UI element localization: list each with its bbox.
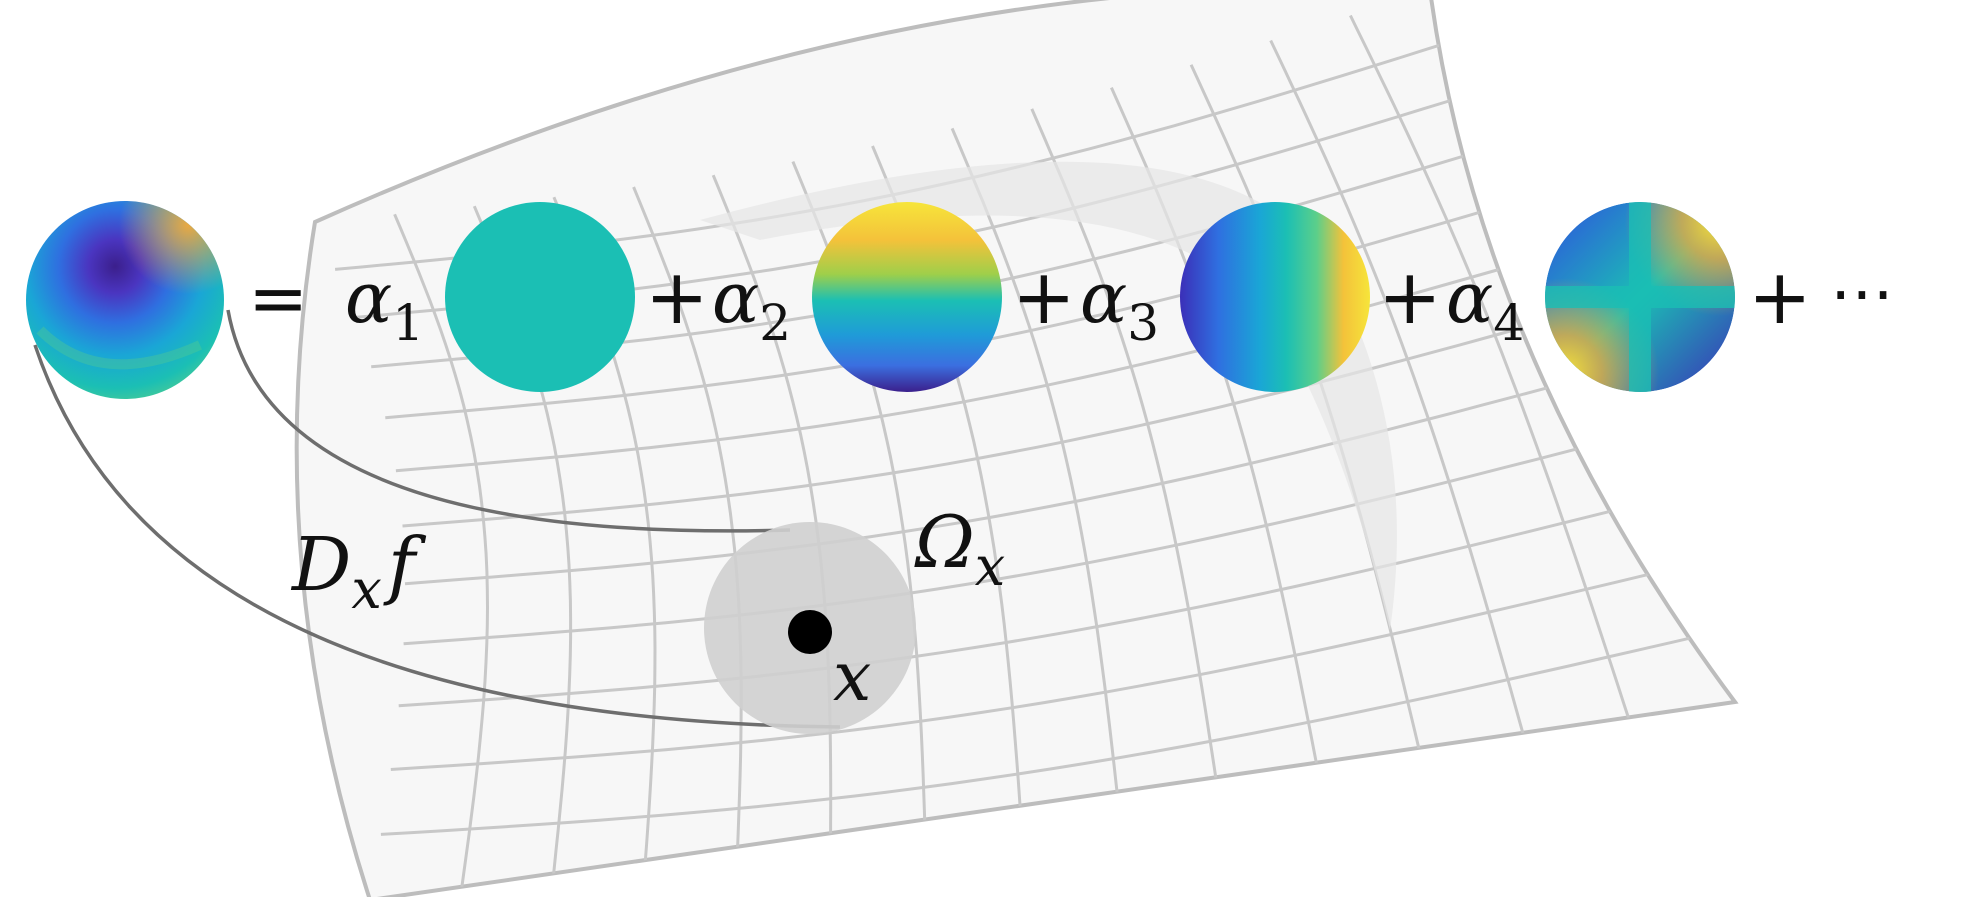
basis-constant [445, 202, 635, 392]
coefficient-alpha-2: α2 [712, 257, 791, 352]
equation: = α1 + α2 + α3 + α4 + ⋯ [248, 252, 1894, 352]
plus-sign-4: + [1378, 252, 1442, 341]
mesh-line [402, 309, 1583, 528]
mesh-line [403, 432, 1634, 646]
basis-horizontal-gradient [1180, 202, 1370, 392]
basis-vertical-gradient [812, 202, 1002, 392]
connector-upper [226, 309, 791, 533]
coefficient-alpha-4: α4 [1446, 257, 1525, 352]
connector-lower [33, 344, 841, 729]
plus-sign-5: + [1748, 252, 1812, 341]
coefficient-alpha-3: α3 [1080, 257, 1159, 352]
connector-curves [33, 309, 841, 729]
point-x-dot [788, 610, 832, 654]
coefficient-alpha-1: α1 [345, 257, 424, 352]
mesh-line [390, 564, 1685, 771]
equals-sign: = [248, 256, 308, 340]
mesh-line [380, 632, 1710, 836]
mesh-line [398, 497, 1660, 708]
label-derivative: Dxf [290, 522, 427, 621]
mesh-highlight-band [700, 161, 1397, 631]
ellipsis: ⋯ [1830, 257, 1894, 331]
plus-sign-2: + [645, 252, 709, 341]
plus-sign-3: + [1012, 252, 1076, 341]
label-neighborhood: Ωx [914, 500, 1005, 598]
label-point-x: x [833, 638, 871, 717]
basis-saddle [1545, 202, 1735, 392]
mesh-line [404, 370, 1609, 586]
mesh-surface [294, 0, 1739, 897]
function-sphere [26, 201, 224, 399]
